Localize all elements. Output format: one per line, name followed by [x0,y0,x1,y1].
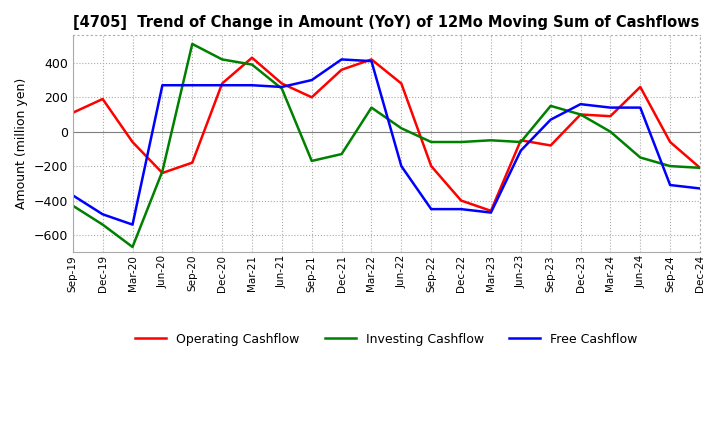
Operating Cashflow [576,112,585,117]
Investing Cashflow [158,169,167,174]
Investing Cashflow [218,57,227,62]
Free Cashflow [128,222,137,227]
Operating Cashflow [188,160,197,165]
Line: Free Cashflow: Free Cashflow [73,59,700,224]
Free Cashflow [606,105,615,110]
Investing Cashflow [99,222,107,227]
Operating Cashflow [456,198,465,203]
Operating Cashflow [367,57,376,62]
Investing Cashflow [456,139,465,145]
Investing Cashflow [516,139,525,145]
Free Cashflow [277,84,286,90]
Investing Cashflow [427,139,436,145]
Free Cashflow [487,210,495,215]
Operating Cashflow [606,114,615,119]
Operating Cashflow [397,81,405,86]
Investing Cashflow [188,41,197,47]
Operating Cashflow [68,110,77,115]
Investing Cashflow [606,129,615,134]
Investing Cashflow [307,158,316,164]
Operating Cashflow [666,139,675,145]
Free Cashflow [636,105,644,110]
Investing Cashflow [666,164,675,169]
Free Cashflow [68,193,77,198]
Title: [4705]  Trend of Change in Amount (YoY) of 12Mo Moving Sum of Cashflows: [4705] Trend of Change in Amount (YoY) o… [73,15,700,30]
Operating Cashflow [636,84,644,90]
Investing Cashflow [696,165,704,170]
Operating Cashflow [487,208,495,213]
Operating Cashflow [128,139,137,145]
Free Cashflow [666,183,675,188]
Free Cashflow [99,212,107,217]
Investing Cashflow [68,203,77,208]
Free Cashflow [188,83,197,88]
Free Cashflow [218,83,227,88]
Operating Cashflow [696,165,704,170]
Free Cashflow [248,83,256,88]
Operating Cashflow [99,96,107,102]
Operating Cashflow [307,95,316,100]
Investing Cashflow [128,244,137,249]
Investing Cashflow [367,105,376,110]
Free Cashflow [516,148,525,153]
Operating Cashflow [546,143,555,148]
Investing Cashflow [397,125,405,131]
Free Cashflow [158,83,167,88]
Investing Cashflow [487,138,495,143]
Free Cashflow [307,77,316,83]
Investing Cashflow [277,86,286,92]
Investing Cashflow [636,155,644,160]
Operating Cashflow [516,138,525,143]
Free Cashflow [427,206,436,212]
Free Cashflow [456,206,465,212]
Operating Cashflow [277,81,286,86]
Operating Cashflow [218,81,227,86]
Operating Cashflow [427,164,436,169]
Free Cashflow [546,117,555,122]
Line: Investing Cashflow: Investing Cashflow [73,44,700,247]
Operating Cashflow [337,67,346,73]
Legend: Operating Cashflow, Investing Cashflow, Free Cashflow: Operating Cashflow, Investing Cashflow, … [130,328,643,351]
Y-axis label: Amount (million yen): Amount (million yen) [15,78,28,209]
Operating Cashflow [158,170,167,176]
Investing Cashflow [576,112,585,117]
Investing Cashflow [248,62,256,67]
Free Cashflow [397,164,405,169]
Investing Cashflow [546,103,555,109]
Free Cashflow [337,57,346,62]
Free Cashflow [367,59,376,64]
Line: Operating Cashflow: Operating Cashflow [73,58,700,211]
Investing Cashflow [337,151,346,157]
Free Cashflow [696,186,704,191]
Operating Cashflow [248,55,256,60]
Free Cashflow [576,102,585,107]
